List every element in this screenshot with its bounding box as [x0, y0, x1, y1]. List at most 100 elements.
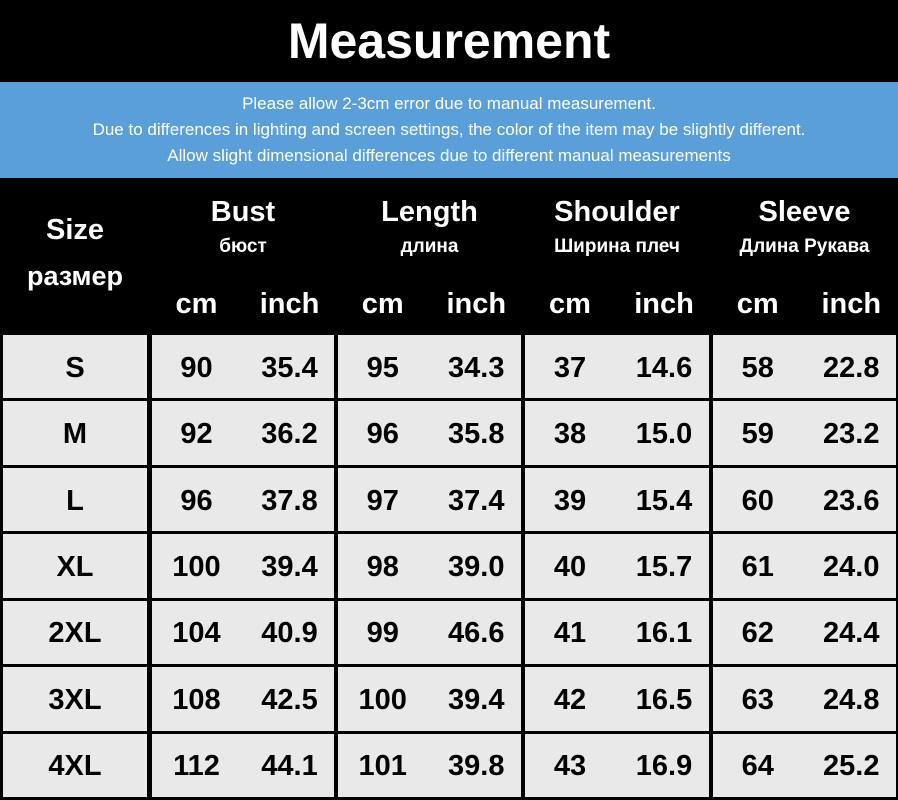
value-cell: 42.5	[261, 683, 318, 716]
size-header-ru: размер	[26, 260, 124, 291]
group-header-ru: длина	[400, 236, 459, 257]
row-cell	[338, 600, 521, 665]
value-cell: 96	[180, 484, 213, 517]
group-header: Length	[381, 195, 478, 228]
value-cell: 46.6	[448, 617, 505, 650]
value-cell: 104	[172, 617, 221, 650]
value-cell: 16.9	[635, 750, 693, 783]
value-cell: 62	[741, 617, 774, 650]
row-cell	[525, 335, 709, 399]
size-cell: 4XL	[48, 750, 102, 783]
row-cell	[525, 401, 709, 465]
size-cell: L	[66, 484, 84, 517]
row-cell	[338, 401, 521, 465]
value-cell: 25.2	[823, 750, 880, 783]
row-cell	[713, 733, 896, 797]
note: Please allow 2-3cm error due to manual m…	[242, 94, 656, 113]
value-cell: 39.4	[261, 550, 318, 583]
group-header-ru: Ширина плеч	[554, 236, 680, 257]
value-cell: 43	[553, 750, 587, 783]
value-cell: 36.2	[261, 418, 318, 451]
value-cell: 39.0	[448, 550, 505, 583]
value-cell: 42	[553, 683, 587, 716]
row-cell	[525, 600, 709, 665]
size-cell: 2XL	[48, 617, 102, 650]
unit-header: inch	[821, 287, 882, 320]
row-cell	[152, 667, 334, 731]
row-cell	[3, 467, 147, 532]
row-cell	[525, 733, 709, 797]
value-cell: 61	[741, 550, 774, 583]
value-cell: 60	[741, 484, 774, 517]
value-cell: 39	[553, 484, 587, 517]
value-cell: 112	[173, 750, 220, 783]
value-cell: 15.7	[635, 550, 693, 583]
size-cell: S	[65, 351, 85, 384]
row-cell	[713, 534, 896, 598]
row-cell	[713, 600, 896, 665]
group-header: Bust	[210, 195, 276, 228]
row-cell	[152, 534, 334, 598]
size-header: Size	[45, 213, 105, 246]
value-cell: 38	[553, 418, 587, 451]
row-cell	[338, 667, 521, 731]
value-cell: 100	[172, 550, 221, 583]
row-cell	[713, 667, 896, 731]
value-cell: 96	[366, 418, 399, 451]
group-header-ru: Длина Рукава	[739, 236, 870, 257]
value-cell: 15.4	[635, 484, 693, 517]
row-cell	[152, 467, 334, 532]
value-cell: 16.5	[635, 683, 693, 716]
row-cell	[713, 401, 896, 465]
row-cell	[525, 534, 709, 598]
value-cell: 41	[553, 617, 587, 650]
size-cell: XL	[56, 550, 94, 583]
size-cell: M	[62, 418, 88, 451]
row-cell	[152, 733, 334, 797]
unit-header: cm	[549, 287, 591, 320]
row-cell	[3, 401, 147, 465]
value-cell: 24.0	[823, 550, 880, 583]
value-cell: 23.2	[823, 418, 880, 451]
value-cell: 98	[366, 550, 399, 583]
row-cell	[3, 335, 147, 399]
row-cell	[713, 467, 896, 532]
value-cell: 40	[553, 550, 587, 583]
row-cell	[338, 467, 521, 532]
value-cell: 23.6	[823, 484, 880, 517]
row-cell	[525, 467, 709, 532]
value-cell: 16.1	[635, 617, 693, 650]
value-cell: 101	[358, 750, 407, 783]
row-cell	[3, 667, 147, 731]
unit-header: inch	[259, 287, 320, 320]
value-cell: 95	[366, 351, 399, 384]
value-cell: 97	[366, 484, 399, 517]
value-cell: 34.3	[448, 351, 505, 384]
unit-header: cm	[175, 287, 218, 320]
value-cell: 24.8	[823, 683, 880, 716]
group-header: Shoulder	[554, 195, 680, 228]
row-cell	[3, 733, 147, 797]
value-cell: 90	[180, 351, 213, 384]
value-cell: 39.4	[448, 683, 505, 716]
value-cell: 24.4	[823, 617, 880, 650]
value-cell: 15.0	[635, 418, 693, 451]
row-cell	[338, 335, 521, 399]
value-cell: 40.9	[261, 617, 318, 650]
value-cell: 35.8	[448, 418, 505, 451]
value-cell: 64	[741, 750, 774, 783]
row-cell	[338, 733, 521, 797]
unit-header: inch	[446, 287, 507, 320]
value-cell: 92	[180, 418, 213, 451]
row-cell	[3, 534, 147, 598]
row-cell	[338, 534, 521, 598]
value-cell: 58	[741, 351, 774, 384]
value-cell: 44.1	[261, 750, 318, 783]
unit-header: cm	[736, 287, 779, 320]
value-cell: 99	[366, 617, 399, 650]
row-cell	[3, 600, 147, 665]
notes: Please allow 2-3cm error due to manual m…	[0, 82, 898, 178]
value-cell: 63	[741, 683, 774, 716]
size-cell: 3XL	[48, 683, 102, 716]
